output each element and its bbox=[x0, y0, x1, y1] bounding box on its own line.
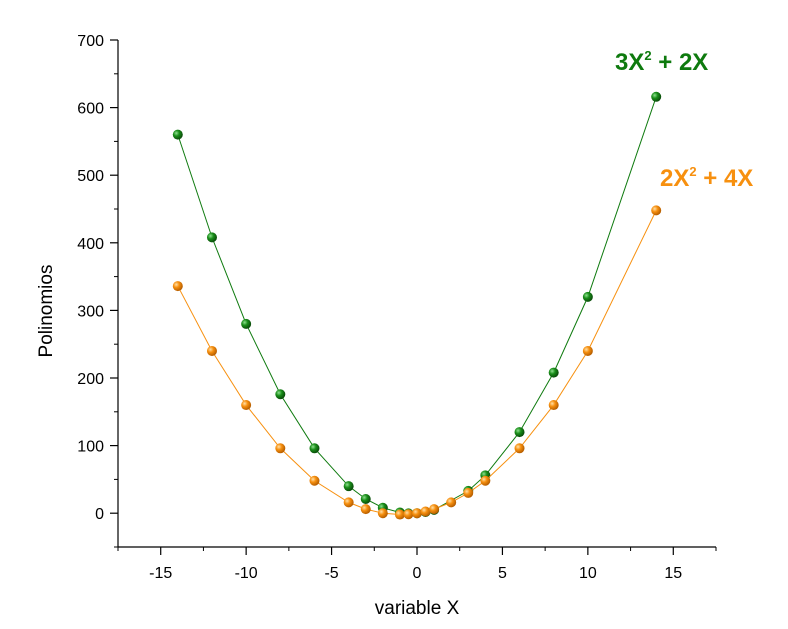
x-tick-label: 0 bbox=[413, 565, 422, 582]
x-tick-label: 15 bbox=[664, 565, 682, 582]
data-point bbox=[377, 508, 388, 519]
x-tick-label: 5 bbox=[498, 565, 507, 582]
data-point bbox=[446, 497, 457, 508]
series-layer bbox=[172, 91, 662, 520]
series-line-1 bbox=[177, 210, 657, 516]
data-point bbox=[403, 509, 414, 520]
data-point bbox=[241, 400, 252, 411]
data-point bbox=[343, 497, 354, 508]
x-tick-label: -5 bbox=[324, 565, 338, 582]
data-point bbox=[309, 443, 320, 454]
x-tick-label: 10 bbox=[579, 565, 597, 582]
data-point bbox=[582, 291, 593, 302]
y-tick-label: 400 bbox=[77, 236, 104, 253]
data-point bbox=[172, 129, 183, 140]
data-point bbox=[420, 506, 431, 517]
data-point bbox=[651, 91, 662, 102]
y-tick-label: 100 bbox=[77, 439, 104, 456]
data-point bbox=[360, 494, 371, 505]
data-point bbox=[309, 475, 320, 486]
series-label-0-rest: + 2X bbox=[652, 49, 709, 76]
data-point bbox=[429, 504, 440, 515]
data-point bbox=[275, 443, 286, 454]
series-label-0: 3X2 + 2X bbox=[615, 48, 708, 76]
data-point bbox=[172, 281, 183, 292]
series-label-0-base: 3X bbox=[615, 49, 644, 76]
y-tick-label: 600 bbox=[77, 101, 104, 118]
x-tick-label: -15 bbox=[149, 565, 172, 582]
data-point bbox=[360, 504, 371, 515]
y-tick-label: 0 bbox=[95, 506, 104, 523]
x-axis-title: variable X bbox=[375, 598, 460, 619]
data-point bbox=[343, 481, 354, 492]
series-label-0-exp: 2 bbox=[644, 48, 651, 63]
series-1 bbox=[172, 205, 662, 520]
y-tick-label: 700 bbox=[77, 33, 104, 50]
data-point bbox=[480, 475, 491, 486]
series-label-1: 2X2 + 4X bbox=[660, 164, 753, 192]
y-tick-label: 200 bbox=[77, 371, 104, 388]
y-axis-title: Polinomios bbox=[36, 265, 57, 358]
data-point bbox=[582, 345, 593, 356]
data-point bbox=[651, 205, 662, 216]
data-point bbox=[275, 389, 286, 400]
data-point bbox=[206, 232, 217, 243]
y-tick-label: 300 bbox=[77, 303, 104, 320]
x-tick-label: -10 bbox=[235, 565, 258, 582]
data-point bbox=[241, 318, 252, 329]
y-axis: 0 100 200 300 400 500 600 700 bbox=[77, 33, 119, 548]
y-tick-label: 500 bbox=[77, 168, 104, 185]
data-point bbox=[394, 509, 405, 520]
series-label-1-rest: + 4X bbox=[697, 165, 754, 192]
data-point bbox=[548, 400, 559, 411]
series-line-0 bbox=[177, 96, 657, 514]
series-label-1-exp: 2 bbox=[689, 164, 696, 179]
series-label-1-base: 2X bbox=[660, 165, 689, 192]
data-point bbox=[412, 508, 422, 519]
x-axis: -15 -10 -5 0 5 10 15 bbox=[117, 546, 717, 582]
data-point bbox=[514, 443, 525, 454]
data-point bbox=[548, 367, 559, 378]
data-point bbox=[514, 427, 525, 438]
data-point bbox=[206, 345, 217, 356]
series-0 bbox=[172, 91, 662, 519]
data-point bbox=[463, 487, 474, 498]
